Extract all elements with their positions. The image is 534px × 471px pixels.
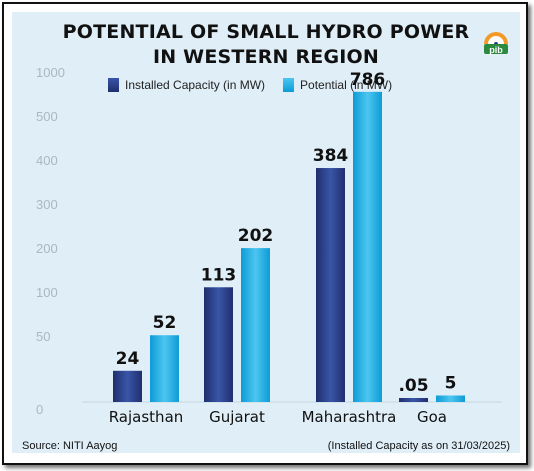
legend-label-potential: Potential (in MW) bbox=[300, 78, 393, 92]
legend-item-potential: Potential (in MW) bbox=[283, 78, 392, 92]
y-tick-label: 1000 bbox=[36, 65, 65, 80]
note-text: (Installed Capacity as on 31/03/2025) bbox=[327, 440, 510, 452]
data-label: 52 bbox=[153, 313, 177, 333]
data-label: 24 bbox=[116, 349, 140, 369]
data-label: 384 bbox=[313, 146, 349, 166]
category-label: Rajasthan bbox=[109, 408, 184, 426]
logo-text: pib bbox=[489, 45, 503, 55]
bar-potential bbox=[436, 395, 465, 402]
title-line-1: POTENTIAL OF SMALL HYDRO POWER bbox=[62, 21, 470, 43]
chart-frame: POTENTIAL OF SMALL HYDRO POWER IN WESTER… bbox=[2, 2, 528, 465]
legend-swatch-installed bbox=[108, 78, 119, 92]
legend-label-installed: Installed Capacity (in MW) bbox=[125, 78, 266, 92]
y-tick-label: 0 bbox=[36, 402, 43, 417]
legend: Installed Capacity (in MW) Potential (in… bbox=[108, 78, 410, 92]
y-tick-label: 400 bbox=[36, 153, 58, 168]
y-tick-label: 300 bbox=[36, 197, 58, 212]
bar-potential bbox=[353, 91, 382, 402]
data-label: 786 bbox=[350, 70, 386, 90]
data-label: .05 bbox=[398, 376, 428, 396]
data-label: 113 bbox=[201, 265, 237, 285]
y-tick-label: 200 bbox=[36, 241, 58, 256]
bar-installed bbox=[113, 370, 142, 402]
category-label: Maharashtra bbox=[302, 408, 397, 426]
pib-logo: pib bbox=[484, 32, 508, 55]
y-tick-label: 500 bbox=[36, 109, 58, 124]
bar-installed bbox=[399, 398, 428, 402]
bar-installed bbox=[316, 168, 345, 402]
data-label: 202 bbox=[238, 226, 274, 246]
y-tick-label: 100 bbox=[36, 285, 58, 300]
bar-chart: 0 50 100 200 300 400 500 1000 24 52 Rajasthan 11320… bbox=[36, 65, 502, 426]
category-label: Goa bbox=[417, 408, 447, 426]
title-line-2: IN WESTERN REGION bbox=[152, 46, 380, 68]
chart-panel: POTENTIAL OF SMALL HYDRO POWER IN WESTER… bbox=[12, 12, 520, 453]
category-label: Gujarat bbox=[209, 408, 265, 426]
data-label: 5 bbox=[445, 374, 457, 394]
chart-title: POTENTIAL OF SMALL HYDRO POWER IN WESTER… bbox=[12, 20, 520, 70]
legend-swatch-potential bbox=[283, 78, 295, 92]
bar-potential bbox=[150, 335, 179, 402]
bar-installed bbox=[204, 287, 233, 402]
y-tick-label: 50 bbox=[36, 329, 50, 344]
source-text: Source: NITI Aayog bbox=[22, 440, 118, 452]
bar-potential bbox=[241, 248, 270, 402]
legend-item-installed: Installed Capacity (in MW) bbox=[108, 78, 265, 92]
